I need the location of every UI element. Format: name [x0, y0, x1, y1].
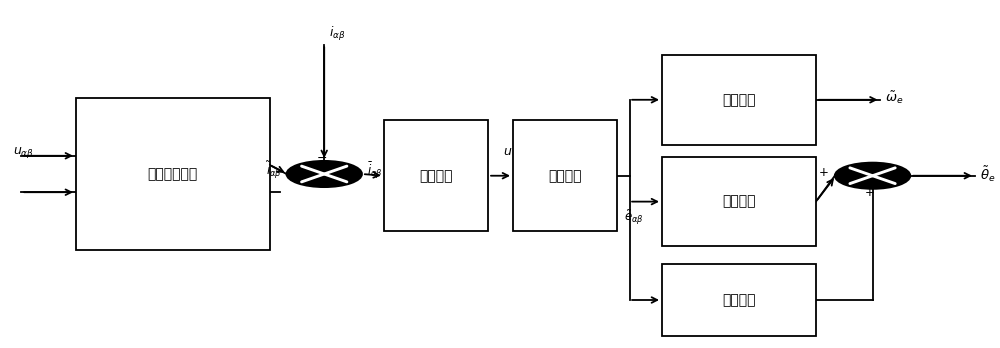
- Text: $+$: $+$: [291, 172, 302, 185]
- Text: $-$: $-$: [316, 151, 327, 164]
- Text: 低通滤波: 低通滤波: [548, 169, 582, 183]
- Text: $\tilde{e}_{\alpha\beta}$: $\tilde{e}_{\alpha\beta}$: [624, 208, 644, 227]
- Circle shape: [286, 161, 362, 187]
- Bar: [662, 157, 816, 246]
- Text: $+$: $+$: [864, 187, 875, 199]
- Circle shape: [835, 163, 910, 189]
- Text: 转角补偿: 转角补偿: [722, 293, 756, 307]
- Bar: [513, 120, 617, 231]
- Text: $+$: $+$: [818, 166, 828, 179]
- Text: $\tilde{i}_{\alpha\beta}$: $\tilde{i}_{\alpha\beta}$: [266, 160, 282, 181]
- Bar: [384, 120, 488, 231]
- Bar: [662, 264, 816, 336]
- Bar: [662, 55, 816, 145]
- Text: $\tilde{\theta}_{e}$: $\tilde{\theta}_{e}$: [980, 164, 995, 184]
- Text: 定子电压模型: 定子电压模型: [148, 167, 198, 181]
- Text: $u$: $u$: [503, 145, 513, 158]
- Text: 转角佐算: 转角佐算: [722, 195, 756, 208]
- Text: $u_{\alpha\beta}$: $u_{\alpha\beta}$: [13, 145, 34, 160]
- Text: $i_{\alpha\beta}$: $i_{\alpha\beta}$: [329, 25, 346, 43]
- Bar: [76, 98, 270, 250]
- Text: $\tilde{\omega}_{e}$: $\tilde{\omega}_{e}$: [885, 90, 904, 106]
- Text: 切换作用: 切换作用: [419, 169, 453, 183]
- Text: $\bar{i}_{\alpha\beta}$: $\bar{i}_{\alpha\beta}$: [367, 160, 383, 181]
- Text: 转速估算: 转速估算: [722, 93, 756, 107]
